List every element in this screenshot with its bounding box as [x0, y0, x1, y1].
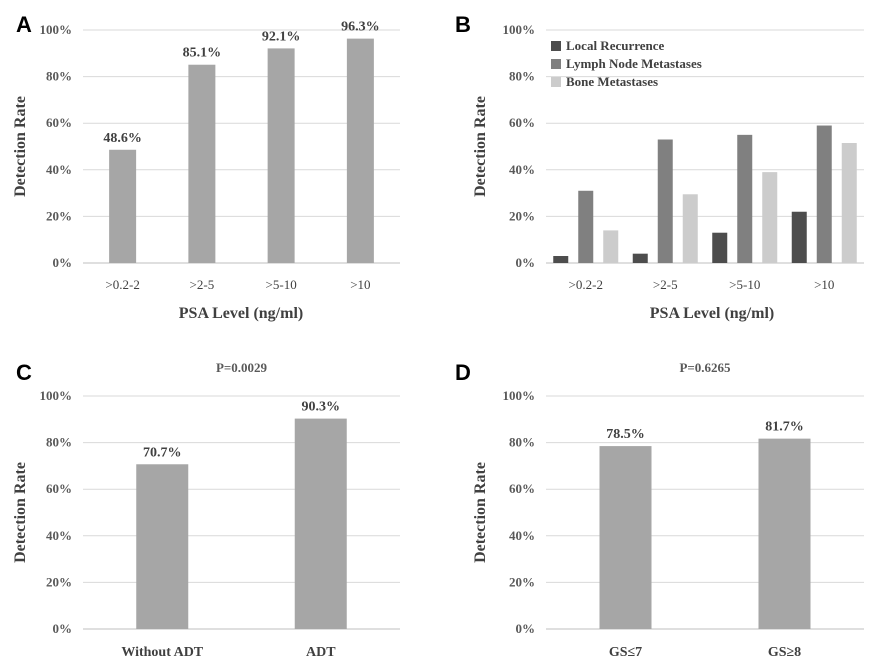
y-axis-title: Detection Rate [472, 96, 489, 197]
legend-label: Bone Metastases [566, 74, 658, 89]
bar [599, 446, 652, 629]
x-tick-label: >5-10 [729, 277, 760, 292]
x-tick-label: >10 [814, 277, 834, 292]
data-label: 85.1% [183, 46, 222, 61]
panel-letter: D [455, 360, 471, 385]
x-axis-title: PSA Level (ng/ml) [179, 305, 303, 322]
x-tick-label: Without ADT [121, 645, 203, 659]
panel-letter: B [455, 12, 471, 37]
data-label: 96.3% [341, 20, 380, 35]
legend-swatch [551, 77, 561, 87]
panel-a: A 0% 20% 40% 60% 80% 100% Detection Rate >0.2-2 4… [12, 12, 400, 322]
panel-letter: A [16, 12, 32, 37]
bar [346, 38, 374, 263]
bar-lymph-node-metastases [737, 134, 753, 263]
y-tick-label: 60% [509, 115, 535, 130]
legend-swatch [551, 41, 561, 51]
y-tick-label: 0% [53, 255, 73, 270]
y-tick-label: 40% [46, 528, 72, 543]
data-label: 92.1% [262, 29, 301, 44]
x-tick-label: >10 [350, 277, 370, 292]
y-axis-title: Detection Rate [472, 462, 489, 563]
bar-bone-metastases [603, 230, 619, 263]
x-tick-label: >5-10 [266, 277, 297, 292]
y-tick-label: 40% [46, 162, 72, 177]
p-value-title: P=0.0029 [216, 360, 268, 375]
y-tick-label: 100% [40, 388, 73, 403]
bar-local-recurrence [712, 232, 728, 263]
bar [188, 64, 216, 263]
panel-d: D 0% 20% 40% 60% 80% 100% Detection Rate P=0.626… [455, 360, 864, 659]
panel-letter: C [16, 360, 32, 385]
legend-swatch [551, 59, 561, 69]
panel-c: C 0% 20% 40% 60% 80% 100% Detection Rate P=0.002… [12, 360, 400, 659]
x-tick-label: ADT [306, 645, 336, 659]
y-tick-label: 60% [46, 481, 72, 496]
y-tick-label: 80% [509, 69, 535, 84]
y-axis-title: Detection Rate [12, 462, 29, 563]
x-tick-label: >2-5 [190, 277, 215, 292]
legend-label: Local Recurrence [566, 38, 665, 53]
p-value-title: P=0.6265 [679, 360, 731, 375]
legend: Local Recurrence Lymph Node Metastases Bon… [551, 38, 702, 89]
x-tick-label: >2-5 [653, 277, 678, 292]
bar-bone-metastases [841, 143, 857, 263]
panel-b: B 0% 20% 40% 60% 80% 100% Detection Rate >0.2-2 >… [455, 12, 864, 322]
data-label: 48.6% [103, 131, 142, 146]
bar-bone-metastases [762, 172, 778, 263]
y-tick-label: 20% [46, 574, 72, 589]
y-tick-label: 100% [503, 388, 536, 403]
y-tick-label: 60% [509, 481, 535, 496]
bar-local-recurrence [791, 211, 807, 263]
y-tick-label: 80% [46, 435, 72, 450]
bar [136, 464, 189, 629]
y-tick-label: 40% [509, 528, 535, 543]
data-label: 90.3% [302, 400, 341, 415]
data-label: 81.7% [765, 420, 804, 435]
bar-lymph-node-metastases [657, 139, 673, 263]
x-tick-label: >0.2-2 [105, 277, 139, 292]
y-tick-label: 80% [509, 435, 535, 450]
y-tick-label: 0% [516, 255, 536, 270]
x-tick-label: >0.2-2 [569, 277, 603, 292]
y-tick-label: 20% [46, 208, 72, 223]
bar-bone-metastases [682, 194, 698, 263]
y-tick-label: 40% [509, 162, 535, 177]
data-label: 78.5% [606, 427, 645, 442]
bar-local-recurrence [553, 256, 569, 263]
legend-label: Lymph Node Metastases [566, 56, 702, 71]
x-tick-label: GS≥8 [768, 645, 801, 659]
y-tick-label: 0% [53, 621, 73, 636]
y-axis-title: Detection Rate [12, 96, 29, 197]
bar [109, 149, 137, 263]
y-tick-label: 0% [516, 621, 536, 636]
y-tick-label: 100% [503, 22, 536, 37]
y-tick-label: 20% [509, 574, 535, 589]
y-tick-label: 80% [46, 69, 72, 84]
bar-local-recurrence [632, 253, 648, 263]
data-label: 70.7% [143, 445, 182, 460]
bar [294, 418, 347, 629]
bar [758, 438, 811, 629]
bar-lymph-node-metastases [578, 190, 594, 263]
bar-lymph-node-metastases [816, 125, 832, 263]
y-tick-label: 60% [46, 115, 72, 130]
bar [267, 48, 295, 264]
x-axis-title: PSA Level (ng/ml) [650, 305, 774, 322]
y-tick-label: 100% [40, 22, 73, 37]
x-tick-label: GS≤7 [609, 645, 642, 659]
y-tick-label: 20% [509, 208, 535, 223]
